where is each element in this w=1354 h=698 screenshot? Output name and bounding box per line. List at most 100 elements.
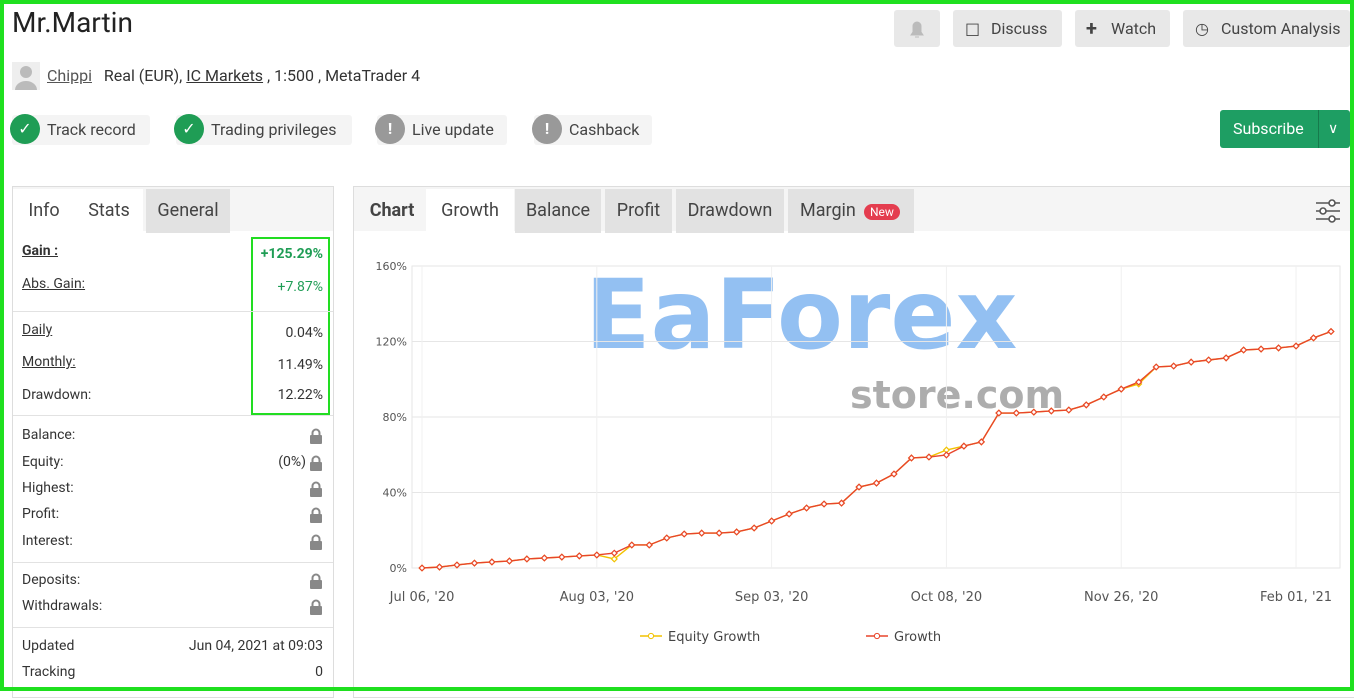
tab[interactable]: Balance [515,189,601,233]
point-marker [505,557,514,565]
badge: ! Live update [375,114,507,145]
point-marker [1274,344,1283,352]
point-marker [593,551,601,559]
y-tick-label: 0% [390,562,407,575]
x-tick-label: Jul 06, '20 [389,590,455,605]
point-marker [663,534,671,542]
lock-icon [310,534,322,550]
point-marker [1257,345,1265,353]
locked-label: Withdrawals: [22,598,103,614]
point-marker [1187,358,1195,366]
point-marker [767,517,776,525]
point-marker [645,541,653,549]
lock-icon [310,573,322,589]
badge: ! Cashback [532,114,652,145]
lock-icon [310,481,322,497]
point-marker [610,549,618,557]
button-label: Watch [1111,19,1157,38]
point-marker [1170,362,1178,370]
point-marker [1309,334,1318,342]
meta-value: Jun 04, 2021 at 09:03 [188,638,323,654]
point-marker [1047,407,1055,415]
account-details: , 1:500 , MetaTrader 4 [267,66,421,85]
button-label: Discuss [991,19,1048,38]
y-tick-label: 40% [383,487,407,500]
locked-label: Equity: [22,454,64,470]
locked-value: (0%) [278,454,306,470]
point-marker [890,470,898,478]
settings-icon[interactable] [1314,198,1342,224]
tab[interactable]: Margin New [788,189,914,233]
x-tick-label: Nov 26, '20 [1084,590,1158,605]
locked-label: Interest: [22,533,73,549]
point-marker [575,552,583,560]
point-marker [1239,346,1248,354]
lock-icon [310,455,322,471]
meta-label: Updated [22,638,75,654]
badge: ✓ Trading privileges [174,114,352,145]
watermark: store.com [850,373,1064,417]
custom-analysis-button[interactable]: ◷ Custom Analysis [1183,10,1350,47]
point-marker [435,563,444,571]
watch-button[interactable]: + Watch [1075,10,1170,47]
user-link[interactable]: Chippi [47,66,92,85]
y-tick-label: 160% [376,260,407,273]
point-marker [907,454,916,462]
point-marker [1292,342,1300,350]
badge-label: Live update [412,120,494,139]
tab[interactable]: Profit [605,189,672,233]
tab[interactable]: General [146,189,230,233]
point-marker [785,510,793,518]
y-tick-label: 80% [383,411,407,424]
subscribe-label: Subscribe [1233,119,1304,138]
point-marker [1117,385,1125,393]
point-marker [453,561,461,569]
point-marker [1100,393,1108,401]
point-marker [820,500,828,508]
stat-label: Abs. Gain: [22,276,86,292]
point-marker [523,555,531,563]
button-label: Custom Analysis [1221,19,1341,38]
stats-highlight [251,237,330,415]
point-marker [488,558,496,566]
x-tick-label: Aug 03, '20 [560,590,634,605]
legend-marker [873,632,881,640]
point-marker [558,553,566,561]
stat-value: +125.29% [260,246,323,262]
locked-label: Profit: [22,506,60,522]
subscribe-button[interactable]: Subscribe ∨ [1220,110,1350,148]
legend-label: Equity Growth [668,630,760,645]
point-marker [750,524,758,532]
point-marker [802,504,811,512]
tab[interactable]: Growth [426,189,514,233]
point-marker [855,483,863,491]
bell-button[interactable] [894,10,940,47]
meta-label: Tracking [22,664,76,680]
point-marker [610,555,618,563]
point-marker [733,528,741,536]
point-marker [960,442,968,450]
title: Mr.Martin [12,6,133,39]
tab[interactable]: Drawdown [676,189,784,233]
stat-label: Drawdown: [22,387,92,403]
tab[interactable]: Info [13,189,75,233]
bell-icon [910,21,924,38]
badge: ✓ Track record [10,114,150,145]
locked-label: Balance: [22,427,76,443]
tab[interactable]: Stats [75,189,143,233]
new-badge: New [864,204,900,220]
tab-label: Margin [800,200,856,221]
point-marker [470,559,479,567]
point-marker [1152,363,1160,371]
point-marker [1012,409,1020,417]
meta-value: 0 [315,664,323,680]
locked-label: Deposits: [22,572,81,588]
tab[interactable]: Chart [369,200,415,221]
point-marker [1327,327,1335,336]
point-marker [995,409,1003,417]
broker-link[interactable]: IC Markets [186,66,264,85]
avatar [12,62,40,90]
point-marker [977,438,986,446]
discuss-button[interactable]: □ Discuss [953,10,1062,47]
